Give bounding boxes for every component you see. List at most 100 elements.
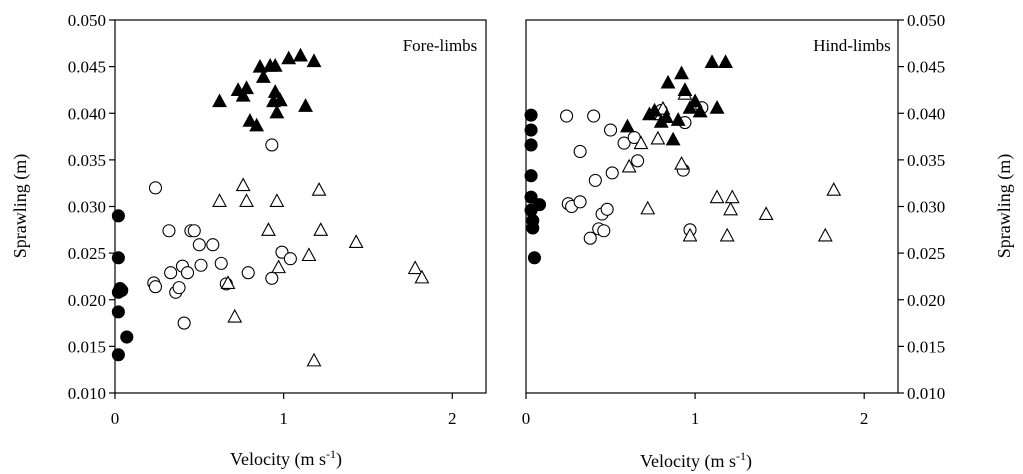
hind-limbs-filled-circle-point-8: [532, 198, 547, 212]
fore-limbs-x-axis-label-close: ): [336, 449, 342, 470]
fore-limbs-panel: Fore-limbs Sprawling (m) Velocity (m s-1…: [10, 11, 487, 470]
fore-limbs-filled-triangle-point-14: [281, 50, 297, 65]
hind-limbs-open-circle-point-0: [560, 109, 574, 123]
fore-limbs-plot-frame: [114, 19, 487, 394]
fore-limbs-open-triangle-point-13: [227, 308, 243, 323]
hind-limbs-x-axis-label-exponent: -1: [736, 449, 746, 463]
fore-limbs-filled-triangle-point-11: [267, 84, 283, 98]
fore-limbs-y-tick-label-8: 0.050: [68, 11, 106, 30]
fore-limbs-open-triangle-point-10: [407, 260, 423, 275]
fore-limbs-y-tick-label-3: 0.025: [68, 244, 106, 263]
fore-limbs-y-tick-label-0: 0.010: [68, 384, 106, 403]
fore-limbs-filled-circle-point-6: [120, 330, 134, 344]
fore-limbs-x-tick-label-2: 2: [448, 409, 457, 428]
fore-limbs-open-circle-point-5: [148, 280, 163, 294]
hind-limbs-filled-circle-point-3: [524, 169, 538, 183]
fore-limbs-open-circle-point-12: [192, 238, 206, 252]
hind-limbs-y-tick-label-0: 0.010: [907, 384, 945, 403]
hind-limbs-open-triangle-point-11: [723, 201, 739, 216]
hind-limbs-filled-triangle-point-10: [687, 93, 703, 108]
fore-limbs-y-tick-label-2: 0.020: [68, 291, 106, 310]
fore-limbs-filled-triangle-point-3: [239, 80, 254, 95]
hind-limbs-y-tick-label-5: 0.035: [907, 151, 945, 170]
fore-limbs-open-circle-point-0: [148, 181, 163, 195]
fore-limbs-open-triangle-point-12: [220, 275, 236, 290]
hind-limbs-points: [524, 54, 842, 265]
hind-limbs-y-tick-label-1: 0.015: [907, 337, 945, 356]
hind-limbs-y-tick-label-2: 0.020: [907, 291, 945, 310]
fore-limbs-open-circle-point-18: [265, 271, 279, 285]
hind-limbs-open-circle-point-9: [603, 123, 618, 137]
fore-limbs-open-circle-point-17: [241, 266, 255, 280]
hind-limbs-open-triangle-point-10: [719, 227, 735, 242]
fore-limbs-open-circle-point-21: [177, 316, 191, 330]
fore-limbs-open-triangle-point-6: [261, 222, 276, 236]
hind-limbs-open-triangle-point-5: [674, 155, 689, 170]
fore-limbs-open-circle-point-15: [214, 256, 228, 270]
fore-limbs-filled-triangle-point-9: [267, 58, 283, 72]
fore-limbs-filled-triangle-point-0: [212, 93, 227, 108]
fore-limbs-open-circle-point-6: [164, 266, 178, 280]
hind-limbs-open-triangle-point-13: [758, 206, 774, 221]
hind-limbs-filled-triangle-point-6: [670, 112, 686, 126]
fore-limbs-open-circle-point-11: [187, 224, 201, 238]
fore-limbs-open-triangle-point-14: [306, 352, 322, 367]
fore-limbs-open-triangle-point-9: [348, 234, 364, 248]
hind-limbs-open-triangle-point-2: [650, 130, 666, 145]
hind-limbs-filled-triangle-point-5: [665, 131, 681, 146]
hind-limbs-x-axis-label-text: Velocity (m s: [640, 451, 736, 472]
fore-limbs-y-tick-label-6: 0.040: [68, 104, 106, 123]
fore-limbs-filled-triangle-point-6: [252, 58, 268, 73]
fore-limbs-open-circle-point-1: [265, 138, 279, 152]
hind-limbs-filled-triangle-point-12: [704, 54, 720, 69]
fore-limbs-title: Fore-limbs: [403, 36, 478, 55]
fore-limbs-open-triangle-point-7: [271, 259, 287, 274]
fore-limbs-points: [111, 47, 430, 367]
fore-limbs-open-triangle-point-2: [239, 193, 254, 207]
hind-limbs-filled-triangle-point-15: [658, 109, 674, 124]
hind-limbs-x-axis-label-close: ): [746, 451, 752, 472]
left-y-axis-label: Sprawling (m): [10, 154, 31, 258]
fore-limbs-filled-circle-point-7: [111, 348, 125, 362]
hind-limbs-filled-triangle-point-14: [718, 54, 733, 69]
fore-limbs-filled-triangle-point-16: [298, 98, 313, 112]
hind-limbs-open-circle-point-10: [605, 166, 619, 180]
fore-limbs-filled-triangle-point-13: [269, 104, 285, 119]
hind-limbs-filled-triangle-point-4: [660, 74, 676, 89]
hind-limbs-filled-circle-point-9: [527, 251, 542, 265]
fore-limbs-open-triangle-point-8: [301, 247, 317, 262]
fore-limbs-filled-triangle-point-2: [235, 87, 251, 102]
fore-limbs-open-triangle-point-3: [269, 193, 285, 207]
hind-limbs-open-triangle-point-15: [826, 182, 842, 196]
hind-limbs-x-tick-label-2: 2: [860, 409, 869, 428]
fore-limbs-filled-circle-point-4: [111, 285, 125, 299]
fore-limbs-filled-triangle-point-7: [255, 69, 271, 83]
hind-limbs-open-circle-point-1: [587, 109, 601, 123]
hind-limbs-y-tick-label-4: 0.030: [907, 198, 945, 217]
fore-limbs-open-triangle-point-5: [313, 222, 329, 236]
hind-limbs-open-triangle-point-9: [709, 189, 725, 204]
hind-limbs-ticks: 0.010 0.015 0.020 0.025 0.030 0.035 0.040 0.045…: [522, 11, 946, 428]
hind-limbs-open-circle-point-2: [573, 144, 587, 159]
hind-limbs-open-circle-point-6: [588, 173, 602, 187]
hind-limbs-open-triangle-point-1: [633, 135, 649, 150]
hind-limbs-filled-circle-point-4: [524, 190, 538, 204]
hind-limbs-open-circle-point-8: [600, 202, 614, 216]
hind-limbs-open-triangle-point-8: [682, 227, 698, 242]
fore-limbs-filled-triangle-point-15: [293, 47, 308, 62]
hind-limbs-filled-triangle-point-7: [674, 65, 689, 80]
hind-limbs-x-tick-label-1: 1: [691, 409, 700, 428]
fore-limbs-y-tick-label-1: 0.015: [68, 337, 106, 356]
hind-limbs-y-tick-label-8: 0.050: [907, 11, 945, 30]
fore-limbs-filled-triangle-point-12: [272, 92, 288, 107]
fore-limbs-x-tick-label-0: 0: [111, 409, 120, 428]
hind-limbs-filled-triangle-point-8: [677, 82, 693, 96]
hind-limbs-filled-triangle-point-0: [620, 118, 635, 133]
fore-limbs-open-circle-point-14: [206, 238, 220, 252]
fore-limbs-open-circle-point-10: [180, 266, 195, 280]
fore-limbs-x-axis-label-exponent: -1: [326, 447, 336, 461]
hind-limbs-filled-triangle-point-2: [647, 102, 662, 117]
fore-limbs-open-triangle-point-1: [235, 177, 251, 192]
right-y-axis-label: Sprawling (m): [994, 154, 1015, 258]
